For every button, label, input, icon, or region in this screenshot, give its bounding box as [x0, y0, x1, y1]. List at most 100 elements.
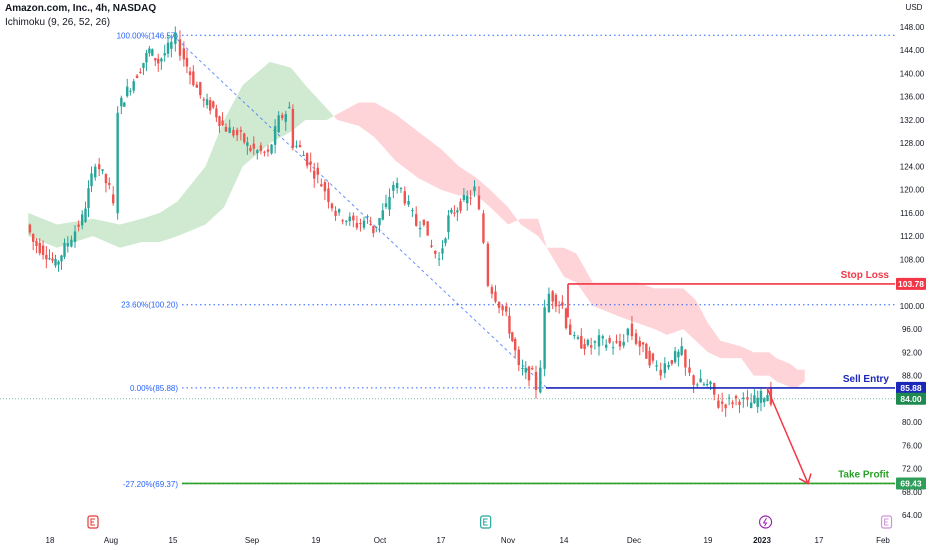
earnings-glyph — [483, 518, 488, 526]
candle — [135, 74, 139, 79]
candle — [352, 212, 355, 228]
candle — [508, 307, 511, 339]
candle-body — [256, 150, 259, 154]
candle-body — [524, 367, 527, 373]
candle — [724, 403, 727, 417]
candle-body — [593, 341, 597, 343]
candle-body — [673, 351, 677, 363]
candle — [622, 334, 625, 349]
price-tick-label: 92.00 — [902, 348, 923, 357]
candle — [123, 101, 126, 107]
candle-body — [430, 245, 433, 247]
candle — [375, 226, 378, 233]
price-tag-bg — [896, 381, 926, 394]
candle — [524, 361, 527, 380]
candle-body — [677, 351, 680, 358]
candle-body — [205, 99, 209, 106]
candle-body — [327, 188, 330, 202]
candle — [381, 203, 384, 221]
candle-body — [28, 224, 32, 233]
candle — [589, 337, 593, 355]
time-tick-label: Sep — [245, 536, 260, 545]
candle — [505, 302, 508, 317]
candle-body — [116, 112, 119, 214]
candle-body — [521, 367, 524, 369]
candle — [101, 169, 104, 175]
price-tick-label: 88.00 — [902, 372, 923, 381]
candle — [334, 206, 337, 221]
candle-body — [513, 338, 517, 351]
candle-body — [486, 243, 490, 286]
candle-body — [309, 161, 312, 165]
candle-body — [160, 58, 163, 62]
candle — [309, 152, 312, 173]
candle-body — [648, 350, 651, 366]
candle-body — [531, 368, 534, 370]
earnings-glyph — [90, 518, 95, 526]
candle-body — [359, 223, 362, 225]
candle — [252, 136, 255, 156]
chart-title: Amazon.com, Inc., 4h, NASDAQ — [5, 3, 157, 14]
candle — [527, 365, 531, 387]
price-tick-label: 128.00 — [900, 139, 925, 148]
candle-body — [709, 381, 712, 385]
candle-body — [277, 115, 280, 133]
candle-body — [266, 149, 270, 152]
candle-body — [434, 250, 437, 254]
candle — [54, 254, 57, 268]
candle-body — [178, 39, 182, 56]
earnings-red-marker — [87, 515, 99, 529]
price-tag-text: 69.43 — [900, 478, 922, 488]
candle — [667, 361, 670, 370]
candle — [366, 214, 369, 224]
candle-body — [684, 349, 687, 368]
candle-body — [235, 129, 239, 136]
candle-body — [246, 142, 249, 146]
candle — [345, 219, 348, 226]
sell-entry-price-tag: 85.88 — [896, 381, 926, 394]
candle — [35, 238, 38, 254]
candle-body — [375, 226, 378, 228]
candle-body — [224, 126, 228, 132]
candle — [316, 162, 319, 184]
candle-body — [630, 323, 634, 337]
price-tick-label: 124.00 — [900, 162, 925, 171]
time-tick-label: 15 — [169, 536, 178, 545]
candle-body — [564, 308, 568, 329]
candle-body — [554, 294, 558, 307]
candle — [557, 300, 561, 314]
candle — [601, 334, 604, 346]
candle — [759, 388, 763, 412]
fib-retracement-trendline — [172, 34, 548, 389]
candle-body — [444, 238, 447, 244]
candle-body — [759, 390, 763, 403]
candle — [580, 328, 583, 350]
candle — [313, 162, 316, 188]
candle-body — [221, 120, 224, 126]
candle-body — [713, 382, 716, 395]
stop-loss-price-tag: 103.78 — [896, 277, 926, 290]
candle — [73, 225, 77, 248]
price-tick-label: 132.00 — [900, 116, 925, 125]
price-tick-label: 100.00 — [900, 302, 925, 311]
candle-body — [659, 369, 662, 376]
time-tick-label: 17 — [815, 536, 824, 545]
candle — [756, 390, 759, 413]
candle — [511, 331, 514, 343]
candle — [224, 123, 228, 132]
candle — [554, 293, 558, 313]
candle — [139, 68, 142, 74]
candle — [738, 399, 741, 413]
candle — [205, 93, 209, 109]
candle-body — [302, 154, 305, 156]
candle-body — [651, 353, 655, 361]
candle-body — [54, 258, 57, 266]
candle-body — [208, 100, 212, 111]
candle — [680, 337, 683, 357]
candle — [221, 112, 224, 127]
candle — [437, 252, 441, 267]
projection-arrow-head — [798, 473, 812, 485]
price-tick-label: 148.00 — [900, 23, 925, 32]
candle-body — [702, 384, 706, 386]
